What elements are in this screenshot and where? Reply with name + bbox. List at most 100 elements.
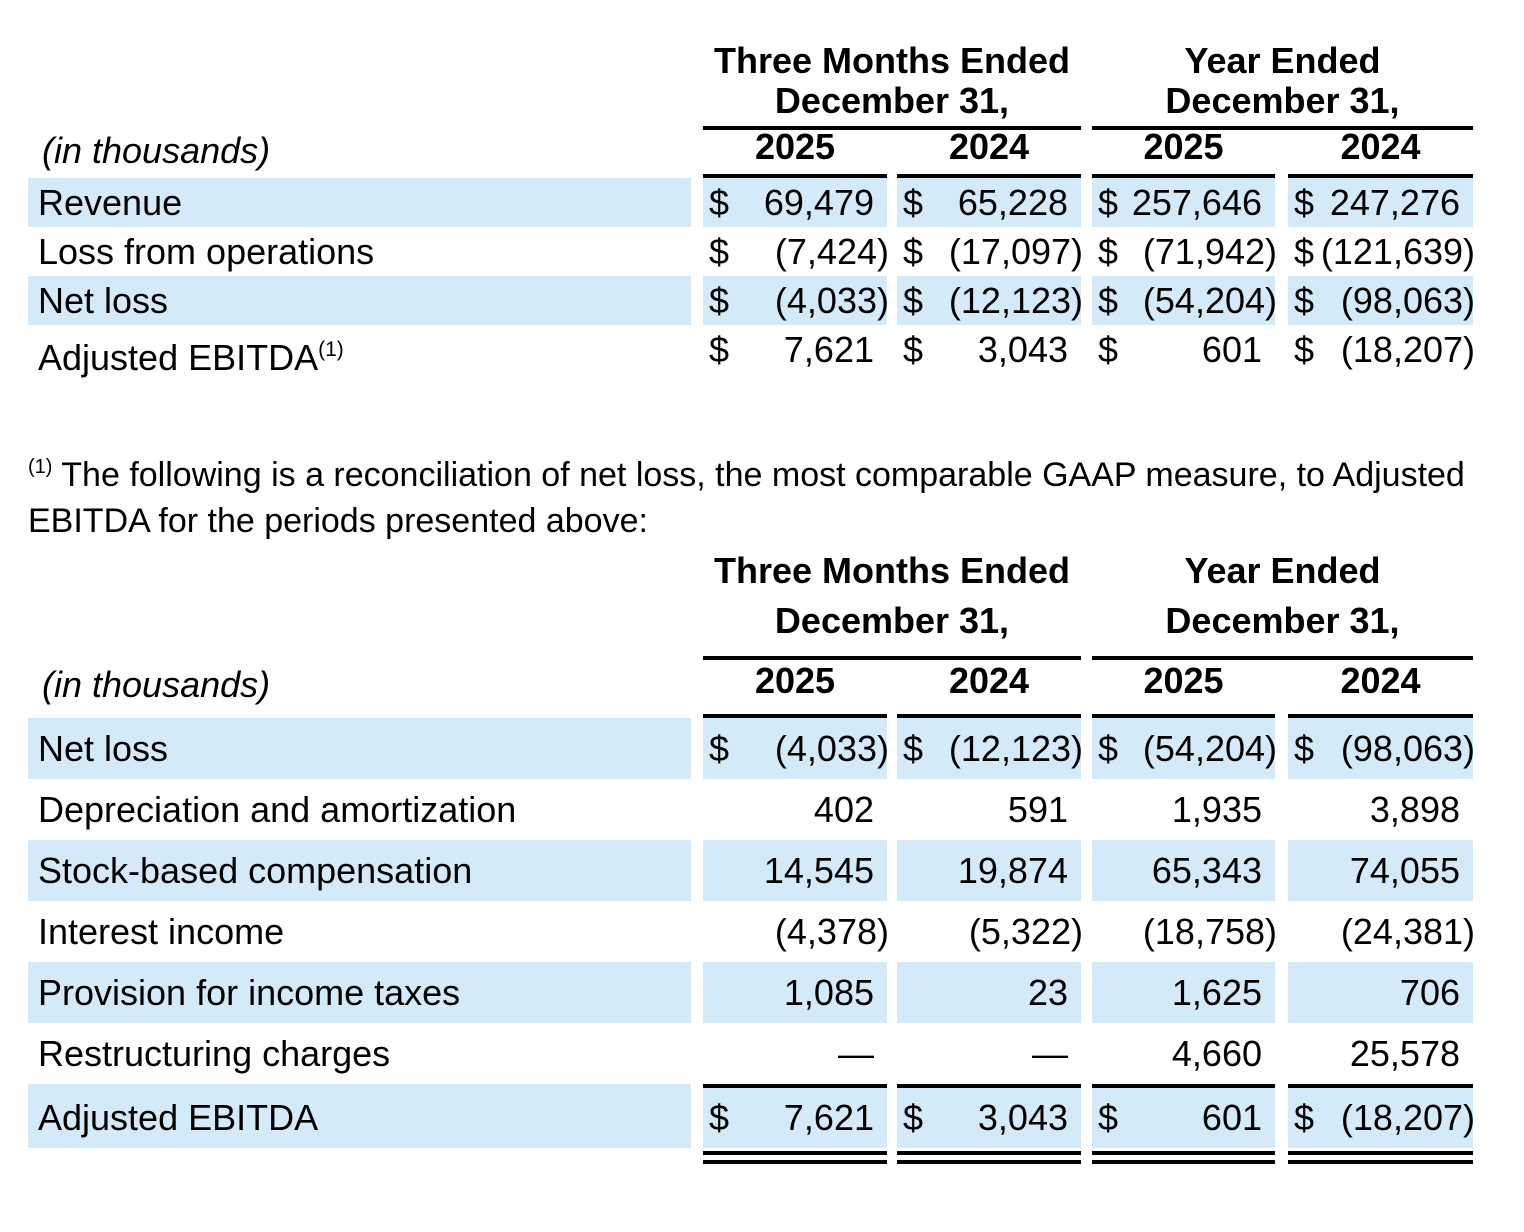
cell-value: (54,204) bbox=[1142, 279, 1277, 321]
cell-value: 257,646 bbox=[1131, 181, 1262, 223]
dollar-sign: $ bbox=[1098, 328, 1119, 370]
cell: $ (71,942) bbox=[1092, 227, 1277, 276]
dollar-sign: $ bbox=[903, 328, 924, 370]
table-row-revenue: Revenue $69,479 $65,228 $257,646 $247,27… bbox=[28, 178, 1473, 227]
cell-value: 74,055 bbox=[1349, 849, 1460, 891]
cell-value: (121,639) bbox=[1320, 230, 1475, 272]
cell-value: 23 bbox=[1027, 971, 1068, 1013]
reconciliation-table: Three Months Ended Year Ended December 3… bbox=[28, 550, 1475, 1164]
cell-value: 19,874 bbox=[957, 849, 1068, 891]
cell: $ (4,033) bbox=[703, 276, 889, 325]
table-row-stock-based-compensation: Stock-based compensation 14,545 19,874 6… bbox=[28, 840, 1473, 901]
table-row-provision-income-taxes: Provision for income taxes 1,085 23 1,62… bbox=[28, 962, 1473, 1023]
table-row-net-loss: Net loss $ (4,033) $ (12,123) $ (54,204) $ (… bbox=[28, 718, 1475, 779]
cell-value: (54,204) bbox=[1142, 727, 1277, 769]
dollar-sign: $ bbox=[1098, 727, 1119, 769]
year-column-header: 2025 bbox=[703, 660, 887, 718]
period-header-year-ended: Year Ended bbox=[1184, 550, 1381, 591]
table-row-adjusted-ebitda-total: Adjusted EBITDA $7,621 $3,043 $601 $ (18,… bbox=[28, 1084, 1475, 1148]
cell: $ (18,207) bbox=[1288, 1084, 1475, 1148]
cell: (24,381) bbox=[1288, 901, 1475, 962]
cell: $7,621 bbox=[703, 325, 887, 374]
dollar-sign: $ bbox=[709, 279, 730, 321]
cell: $247,276 bbox=[1288, 178, 1473, 227]
cell-value: 65,228 bbox=[957, 181, 1068, 223]
cell-value: (5,322) bbox=[968, 910, 1083, 952]
cell-value: (7,424) bbox=[774, 230, 889, 272]
period-title-row: Three Months Ended Year Ended bbox=[28, 40, 1473, 82]
cell-value: 25,578 bbox=[1349, 1032, 1460, 1074]
cell-value: 7,621 bbox=[783, 328, 874, 370]
cell-value: (4,378) bbox=[774, 910, 889, 952]
year-column-header: 2025 bbox=[1092, 126, 1275, 178]
cell-value: 4,660 bbox=[1171, 1032, 1262, 1074]
period-subtitle-december: December 31, bbox=[1092, 80, 1473, 130]
cell: — bbox=[897, 1023, 1081, 1084]
cell-value: 247,276 bbox=[1329, 181, 1460, 223]
row-label: Provision for income taxes bbox=[28, 962, 691, 1023]
cell-value: 7,621 bbox=[783, 1097, 874, 1138]
cell: 74,055 bbox=[1288, 840, 1473, 901]
year-header-row: (in thousands) 2025 2024 2025 2024 bbox=[28, 660, 1473, 718]
in-thousands-label: (in thousands) bbox=[42, 130, 271, 171]
cell: 402 bbox=[703, 779, 887, 840]
year-column-header: 2024 bbox=[1288, 660, 1473, 718]
year-column-header: 2024 bbox=[897, 126, 1081, 178]
cell-value: — bbox=[1032, 1032, 1068, 1074]
cell: $601 bbox=[1092, 1084, 1275, 1148]
cell-value: 69,479 bbox=[763, 181, 874, 223]
dollar-sign: $ bbox=[1294, 181, 1315, 223]
period-header-three-months: Three Months Ended bbox=[713, 40, 1070, 81]
cell: 19,874 bbox=[897, 840, 1081, 901]
cell: 1,625 bbox=[1092, 962, 1275, 1023]
row-label: Restructuring charges bbox=[38, 1033, 391, 1074]
cell-value: 601 bbox=[1201, 1097, 1262, 1138]
cell: $65,228 bbox=[897, 178, 1081, 227]
cell: $ (54,204) bbox=[1092, 276, 1277, 325]
cell: $3,043 bbox=[897, 325, 1081, 374]
period-subtitle-row: December 31, December 31, bbox=[28, 80, 1473, 130]
dollar-sign: $ bbox=[903, 1097, 924, 1138]
cell: $601 bbox=[1092, 325, 1275, 374]
cell: $7,621 bbox=[703, 1084, 887, 1148]
cell: $ (17,097) bbox=[897, 227, 1083, 276]
dollar-sign: $ bbox=[1098, 279, 1119, 321]
footnote-marker: (1) bbox=[318, 338, 344, 361]
cell: 1,085 bbox=[703, 962, 887, 1023]
row-label: Loss from operations bbox=[38, 231, 375, 272]
dollar-sign: $ bbox=[709, 328, 730, 370]
cell: $257,646 bbox=[1092, 178, 1275, 227]
cell-value: (18,207) bbox=[1340, 1097, 1475, 1138]
cell: 65,343 bbox=[1092, 840, 1275, 901]
cell-value: (17,097) bbox=[948, 230, 1083, 272]
cell-value: (12,123) bbox=[948, 279, 1083, 321]
period-subtitle-december: December 31, bbox=[703, 80, 1081, 130]
cell-value: 1,625 bbox=[1171, 971, 1262, 1013]
cell-value: (71,942) bbox=[1142, 230, 1277, 272]
cell-value: — bbox=[838, 1032, 874, 1074]
dollar-sign: $ bbox=[903, 279, 924, 321]
double-rule bbox=[1092, 1151, 1275, 1164]
table-row-restructuring-charges: Restructuring charges — — 4,660 25,578 bbox=[28, 1023, 1473, 1084]
cell-value: 1,935 bbox=[1171, 788, 1262, 830]
cell-value: (12,123) bbox=[948, 727, 1083, 769]
dollar-sign: $ bbox=[1294, 279, 1315, 321]
cell: 14,545 bbox=[703, 840, 887, 901]
cell: 4,660 bbox=[1092, 1023, 1275, 1084]
cell-value: (18,207) bbox=[1340, 328, 1475, 370]
double-rule bbox=[897, 1151, 1081, 1164]
cell: (18,758) bbox=[1092, 901, 1277, 962]
cell-value: 65,343 bbox=[1151, 849, 1262, 891]
period-subtitle-december: December 31, bbox=[1092, 592, 1473, 660]
period-title-row: Three Months Ended Year Ended bbox=[28, 550, 1473, 592]
table-row-net-loss: Net loss $ (4,033) $ (12,123) $ (54,204) $ (… bbox=[28, 276, 1475, 325]
cell: 1,935 bbox=[1092, 779, 1275, 840]
dollar-sign: $ bbox=[709, 181, 730, 223]
row-label: Net loss bbox=[28, 718, 691, 779]
cell-value: 14,545 bbox=[763, 849, 874, 891]
cell: $ (54,204) bbox=[1092, 718, 1277, 779]
cell: $ (18,207) bbox=[1288, 325, 1475, 374]
row-label: Net loss bbox=[28, 276, 691, 325]
cell: (4,378) bbox=[703, 901, 889, 962]
table-row-depreciation-amortization: Depreciation and amortization 402 591 1,… bbox=[28, 779, 1473, 840]
